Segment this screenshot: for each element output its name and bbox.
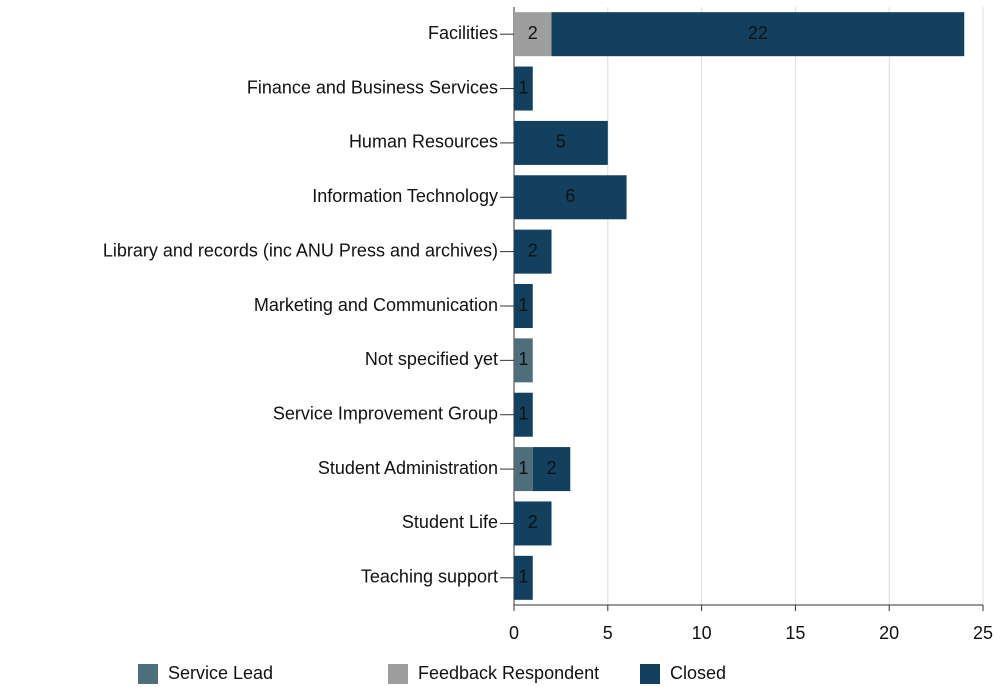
legend-swatch — [138, 664, 158, 684]
bar — [532, 447, 571, 492]
y-tick-label: Human Resources — [349, 132, 498, 152]
y-tick-label: Teaching support — [361, 567, 498, 587]
bar-label: 2 — [528, 240, 538, 260]
legend-swatch — [388, 664, 408, 684]
bar — [514, 175, 627, 220]
y-tick-label: Finance and Business Services — [247, 77, 498, 97]
legend-label: Service Lead — [168, 663, 273, 683]
bar-label: 2 — [528, 512, 538, 532]
y-tick-label: Marketing and Communication — [254, 295, 498, 315]
y-tick-label: Service Improvement Group — [273, 403, 498, 423]
bar-label: 22 — [748, 23, 768, 43]
x-tick-label: 20 — [879, 623, 899, 643]
y-tick-label: Student Administration — [318, 458, 498, 478]
bar-label: 2 — [547, 458, 557, 478]
x-tick-label: 10 — [692, 623, 712, 643]
bar-label: 1 — [518, 77, 528, 97]
x-tick-label: 25 — [973, 623, 993, 643]
bar-label: 2 — [528, 23, 538, 43]
bar-label: 1 — [518, 458, 528, 478]
bar — [514, 12, 552, 57]
bar — [514, 555, 533, 600]
bar — [514, 447, 533, 492]
legend-swatch — [640, 664, 660, 684]
bar-label: 1 — [518, 349, 528, 369]
bar-label: 1 — [518, 567, 528, 587]
y-tick-label: Student Life — [402, 512, 498, 532]
bar — [514, 120, 608, 165]
legend-label: Feedback Respondent — [418, 663, 599, 683]
legend-label: Closed — [670, 663, 726, 683]
x-tick-label: 5 — [603, 623, 613, 643]
bar-label: 5 — [556, 132, 566, 152]
bar — [514, 229, 552, 274]
bar — [514, 338, 533, 383]
y-tick-label: Not specified yet — [365, 349, 498, 369]
bar-label: 1 — [518, 403, 528, 423]
y-tick-label: Information Technology — [312, 186, 498, 206]
x-tick-label: 0 — [509, 623, 519, 643]
bar — [514, 392, 533, 437]
y-tick-label: Library and records (inc ANU Press and a… — [103, 240, 498, 260]
bar — [514, 66, 533, 111]
y-tick-label: Facilities — [428, 23, 498, 43]
bar — [514, 284, 533, 328]
x-tick-label: 15 — [785, 623, 805, 643]
bar-label: 6 — [565, 186, 575, 206]
bar-label: 1 — [518, 295, 528, 315]
bar — [514, 501, 552, 546]
bar — [551, 12, 965, 57]
